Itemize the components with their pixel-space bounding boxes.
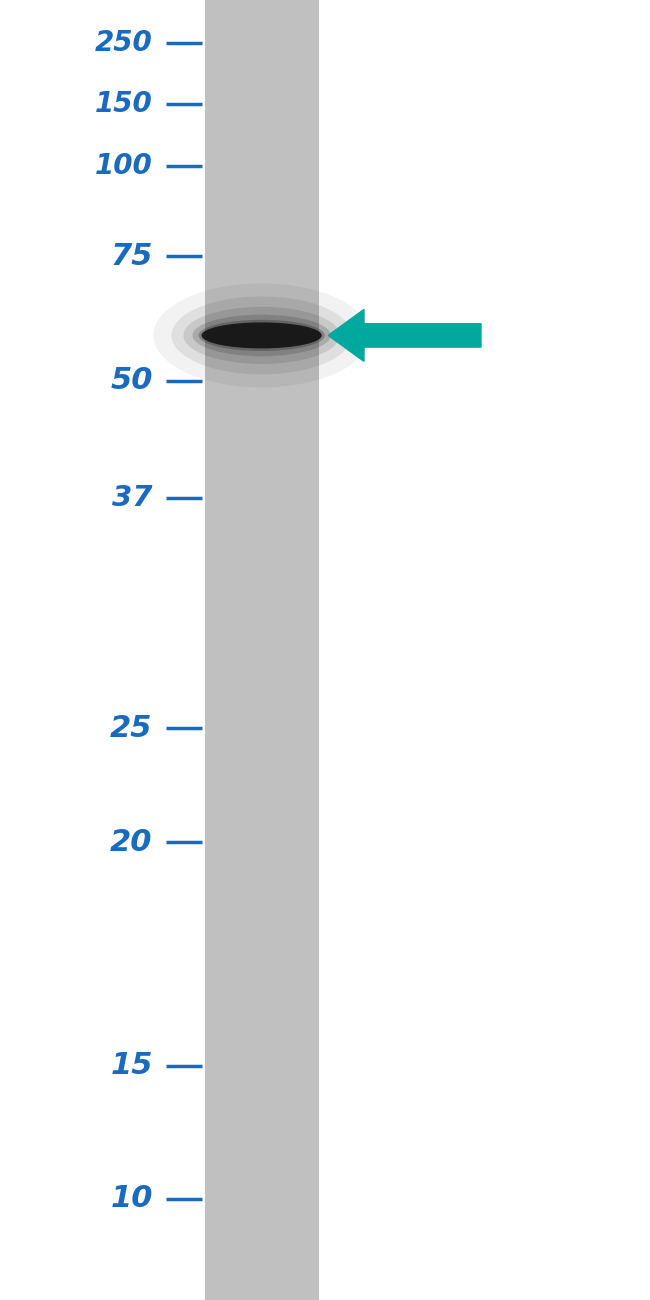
- Text: 20: 20: [111, 828, 153, 857]
- Text: 150: 150: [95, 90, 153, 118]
- Ellipse shape: [192, 315, 331, 356]
- Text: 25: 25: [111, 714, 153, 742]
- Text: 250: 250: [95, 29, 153, 57]
- Text: 75: 75: [111, 242, 153, 270]
- Bar: [205, 0, 318, 1300]
- Text: 37: 37: [112, 484, 153, 512]
- Ellipse shape: [198, 320, 325, 351]
- Ellipse shape: [153, 283, 370, 387]
- Ellipse shape: [183, 307, 340, 364]
- Text: 50: 50: [111, 367, 153, 395]
- Text: 100: 100: [95, 152, 153, 181]
- Ellipse shape: [172, 296, 352, 374]
- FancyArrow shape: [328, 309, 481, 361]
- Text: 10: 10: [111, 1184, 153, 1213]
- Ellipse shape: [202, 322, 322, 348]
- Text: 15: 15: [111, 1052, 153, 1080]
